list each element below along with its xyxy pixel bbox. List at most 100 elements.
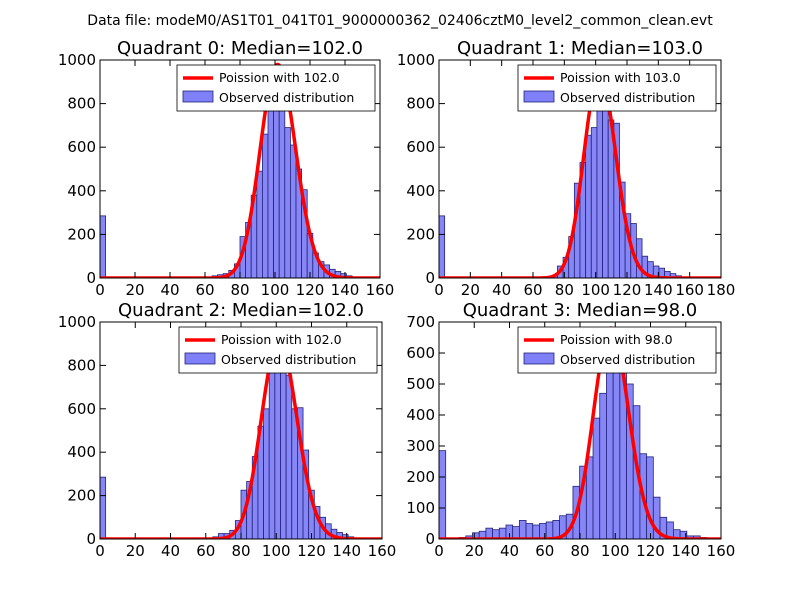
x-tick-label: 0: [95, 542, 105, 560]
x-tick-label: 120: [297, 542, 326, 560]
x-tick-label: 60: [535, 542, 554, 560]
histogram-bar: [585, 134, 592, 278]
legend-bar-swatch: [184, 352, 216, 365]
legend: Poission with 102.0 Observed distribution: [178, 326, 378, 374]
y-tick-label: 100: [406, 499, 435, 517]
histogram-bar: [263, 408, 270, 539]
y-tick-label: 0: [86, 269, 96, 287]
histogram-bar: [285, 374, 293, 539]
poisson-curve: [439, 326, 721, 539]
histogram-bar: [545, 521, 554, 539]
x-tick-label: 160: [675, 281, 704, 299]
histogram-bar: [289, 144, 297, 278]
histogram-bar: [261, 133, 269, 278]
histogram-bar: [280, 360, 287, 539]
histogram-bar: [636, 238, 643, 278]
x-tick-label: 160: [707, 542, 736, 560]
y-tick-label: 1000: [58, 51, 96, 69]
y-tick-label: 800: [67, 356, 96, 374]
legend: Poission with 102.0 Observed distribution: [176, 64, 376, 112]
y-tick-label: 200: [67, 225, 96, 243]
histogram-bar: [518, 520, 527, 539]
y-tick-label: 400: [406, 406, 435, 424]
x-tick-label: 40: [161, 542, 180, 560]
x-tick-label: 60: [196, 542, 215, 560]
y-tick-label: 600: [67, 400, 96, 418]
y-tick-label: 0: [425, 530, 435, 548]
legend-bar-swatch: [523, 90, 555, 103]
y-tick-label: 800: [406, 95, 435, 113]
y-tick-label: 1000: [58, 313, 96, 331]
x-tick-label: 140: [332, 542, 361, 560]
histogram-bar: [596, 92, 603, 278]
x-tick-label: 140: [671, 542, 700, 560]
legend-bar-label: Observed distribution: [219, 90, 354, 105]
y-tick-label: 700: [406, 313, 435, 331]
histogram-bar: [590, 127, 598, 278]
x-tick-label: 100: [601, 542, 630, 560]
histogram-bar: [267, 91, 274, 278]
y-tick-label: 1000: [397, 51, 435, 69]
x-tick-label: 100: [581, 281, 610, 299]
x-tick-label: 20: [465, 542, 484, 560]
legend-box: [176, 64, 376, 112]
x-tick-label: 120: [636, 542, 665, 560]
histogram-bar: [439, 215, 446, 278]
y-tick-label: 600: [406, 138, 435, 156]
y-tick-label: 0: [86, 530, 96, 548]
x-tick-label: 140: [331, 281, 360, 299]
x-tick-label: 80: [570, 542, 589, 560]
bars: [100, 345, 360, 539]
y-tick-label: 200: [406, 468, 435, 486]
histogram-bar: [439, 450, 447, 539]
x-tick-label: 20: [461, 281, 480, 299]
x-tick-label: 180: [707, 281, 736, 299]
chart-panel-2: 0 20 40 60 80 100 120 140 160 0 200 400 600 800 1000 Qu…: [58, 300, 397, 560]
histogram-bar: [100, 215, 106, 278]
y-tick-label: 600: [67, 138, 96, 156]
histogram-bar: [284, 127, 291, 278]
x-tick-label: 80: [230, 281, 249, 299]
panel-title: Quadrant 1: Median=103.0: [457, 38, 703, 59]
histogram-bar: [585, 456, 594, 539]
x-tick-label: 140: [644, 281, 673, 299]
y-tick-label: 400: [67, 182, 96, 200]
x-tick-label: 0: [434, 542, 444, 560]
x-tick-label: 60: [195, 281, 214, 299]
figure-title: Data file: modeM0/AS1T01_041T01_90000003…: [87, 13, 713, 29]
histogram-bar: [291, 408, 298, 539]
histogram-bar: [278, 87, 286, 278]
x-tick-label: 60: [523, 281, 542, 299]
poisson-curve: [100, 62, 380, 278]
panel-title: Quadrant 3: Median=98.0: [463, 300, 698, 321]
histogram-bar: [592, 417, 601, 539]
y-tick-label: 0: [425, 269, 435, 287]
legend-bar-swatch: [182, 90, 214, 103]
histogram-bar: [525, 523, 534, 539]
legend: Poission with 103.0 Observed distribution: [517, 64, 717, 112]
y-tick-label: 200: [67, 487, 96, 505]
x-tick-label: 20: [125, 281, 144, 299]
x-tick-label: 80: [555, 281, 574, 299]
chart-panel-0: 0 20 40 60 80 100 120 140 160 0 200 400 600 800 1000 Qu…: [58, 38, 395, 299]
histogram-bar: [256, 170, 263, 278]
y-tick-label: 400: [67, 443, 96, 461]
panel-title: Quadrant 0: Median=102.0: [117, 38, 363, 59]
x-tick-label: 0: [434, 281, 444, 299]
y-tick-label: 500: [406, 375, 435, 393]
x-tick-label: 160: [366, 281, 395, 299]
axes-frame: [438, 59, 722, 279]
histogram-bar: [100, 476, 107, 539]
y-tick-label: 400: [406, 182, 435, 200]
y-tick-label: 600: [406, 344, 435, 362]
x-tick-label: 80: [231, 542, 250, 560]
legend-line-label: Poission with 102.0: [219, 70, 340, 85]
histogram-bar: [512, 526, 520, 539]
histogram-bar: [599, 392, 607, 539]
x-tick-label: 100: [262, 542, 291, 560]
y-tick-label: 800: [67, 95, 96, 113]
legend-box: [178, 326, 378, 374]
histogram-bar: [274, 345, 281, 539]
x-tick-label: 40: [500, 542, 519, 560]
x-tick-label: 0: [95, 281, 105, 299]
